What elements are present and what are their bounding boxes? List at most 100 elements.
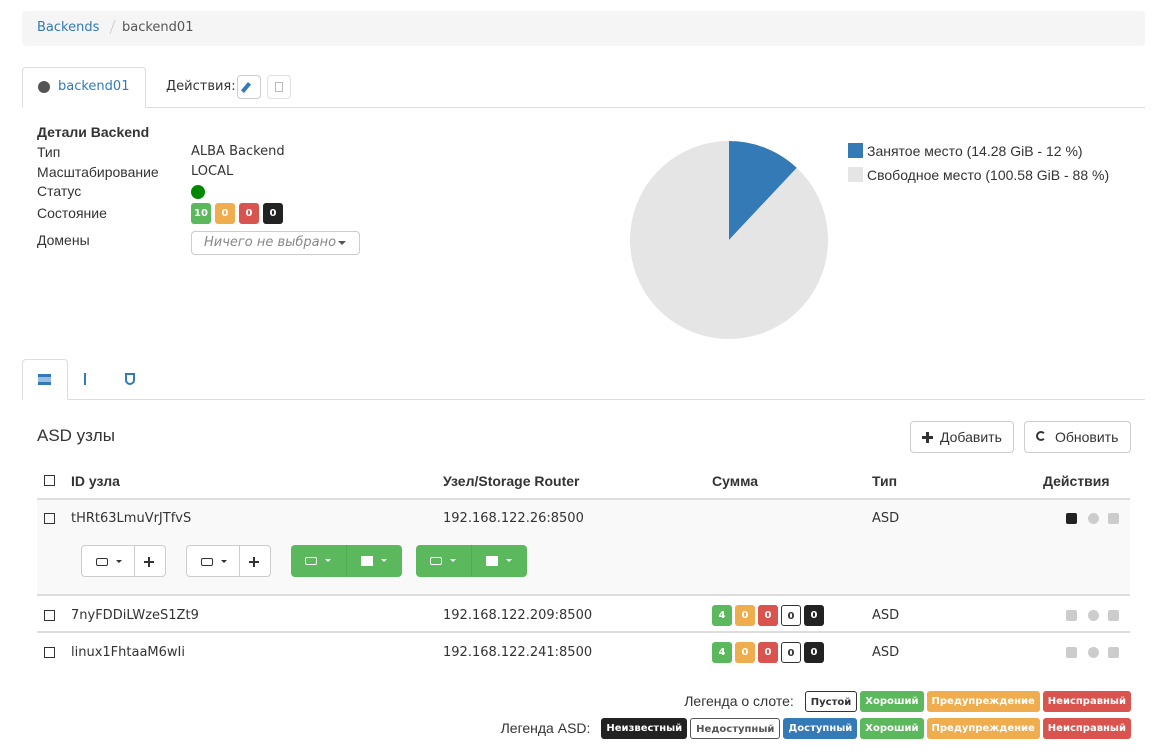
domains-placeholder: Ничего не выбрано bbox=[204, 235, 337, 250]
node-type: ASD bbox=[872, 511, 900, 526]
sum-badge: 0 bbox=[758, 642, 778, 663]
row-action[interactable] bbox=[1108, 647, 1119, 658]
row-action[interactable] bbox=[1066, 513, 1077, 524]
legend-badge: Неисправный bbox=[1042, 690, 1131, 712]
refresh-icon bbox=[1036, 431, 1046, 441]
column-header: ID узла bbox=[71, 473, 120, 489]
node-id: 7nyFDDiLWzeS1Zt9 bbox=[71, 608, 199, 623]
node-type: ASD bbox=[872, 645, 900, 660]
row-action[interactable] bbox=[1066, 647, 1077, 658]
node-type: ASD bbox=[872, 608, 900, 623]
header-line bbox=[37, 498, 1130, 500]
row-action[interactable] bbox=[1088, 647, 1099, 658]
legend-badge: Хороший bbox=[860, 690, 924, 712]
slot-button-group[interactable] bbox=[291, 545, 402, 577]
legend-label: Свободное место (100.58 GiB - 88 %) bbox=[867, 167, 1110, 183]
pie-slice bbox=[729, 141, 797, 240]
node-address: 192.168.122.26:8500 bbox=[443, 511, 584, 526]
divider bbox=[134, 546, 135, 576]
legend-title: Легенда ASD: bbox=[500, 720, 591, 736]
sum-badge: 0 bbox=[804, 642, 824, 663]
divider bbox=[346, 545, 347, 577]
column-header: Тип bbox=[872, 473, 898, 489]
disk-icon bbox=[305, 557, 317, 565]
detail-value: ALBA Backend bbox=[191, 144, 285, 159]
sum-badge: 0 bbox=[781, 642, 801, 663]
actions-label: Действия: bbox=[166, 79, 236, 94]
disk-icon bbox=[201, 558, 213, 566]
button-label: Обновить bbox=[1055, 429, 1119, 445]
table-row bbox=[37, 634, 1130, 670]
caret bbox=[338, 241, 346, 249]
tab-icon[interactable] bbox=[84, 373, 92, 385]
node-address: 192.168.122.241:8500 bbox=[443, 645, 593, 660]
sum-badge: 4 bbox=[712, 642, 732, 663]
detail-label: Домены bbox=[37, 232, 90, 248]
state-badge: 0 bbox=[263, 203, 283, 224]
sum-badge: 0 bbox=[758, 605, 778, 626]
column-header: Действия bbox=[1043, 473, 1110, 489]
divider bbox=[239, 546, 240, 576]
legend-badge: Предупреждение bbox=[926, 717, 1040, 739]
legend-badge: Доступный bbox=[783, 717, 858, 739]
legend-label: Занятое место (14.28 GiB - 12 %) bbox=[867, 143, 1083, 159]
button-label: Добавить bbox=[940, 429, 1002, 445]
detail-label: Статус bbox=[37, 183, 82, 199]
sum-badge: 0 bbox=[735, 605, 755, 626]
state-badge: 0 bbox=[215, 203, 235, 224]
status-dot bbox=[191, 185, 205, 199]
legend-badge: Неизвестный bbox=[601, 717, 688, 739]
expand-toggle[interactable] bbox=[44, 610, 55, 621]
legend-badge: Неисправный bbox=[1042, 717, 1131, 739]
node-id: tHRt63LmuVrJTfvS bbox=[71, 511, 192, 526]
breadcrumb-current: backend01 bbox=[122, 20, 194, 35]
delete-icon bbox=[275, 82, 283, 92]
row-action[interactable] bbox=[1066, 610, 1077, 621]
legend-swatch bbox=[848, 167, 863, 182]
table-row bbox=[37, 597, 1130, 633]
detail-label: Масштабирование bbox=[37, 164, 159, 180]
caret bbox=[116, 560, 122, 566]
tab-label: backend01 bbox=[58, 79, 130, 94]
detail-value: LOCAL bbox=[191, 164, 234, 179]
sum-badge: 4 bbox=[712, 605, 732, 626]
state-badge: 10 bbox=[191, 203, 211, 224]
legend-row: Легенда ASD: Неизвестный Недоступный Доступ… bbox=[501, 717, 1131, 739]
legend-swatch bbox=[848, 143, 863, 158]
slot-button-group[interactable] bbox=[416, 545, 527, 577]
shield-icon[interactable] bbox=[125, 373, 135, 385]
expand-all[interactable] bbox=[44, 475, 55, 486]
disk-icon bbox=[430, 557, 442, 565]
breadcrumb-bar bbox=[22, 11, 1145, 46]
state-badge: 0 bbox=[239, 203, 259, 224]
delete-button[interactable] bbox=[267, 75, 291, 99]
expand-toggle[interactable] bbox=[44, 513, 55, 524]
column-header: Узел/Storage Router bbox=[443, 473, 580, 489]
sum-badge: 0 bbox=[735, 642, 755, 663]
legend-title: Легенда о слоте: bbox=[684, 693, 794, 709]
domains-select[interactable] bbox=[191, 231, 360, 255]
row-action[interactable] bbox=[1088, 610, 1099, 621]
plus-icon bbox=[926, 432, 929, 443]
usage-pie bbox=[630, 141, 828, 339]
legend-badge: Пустой bbox=[804, 690, 858, 712]
slot-button-group[interactable] bbox=[81, 545, 166, 577]
sum-badge: 0 bbox=[781, 605, 801, 626]
tab-line bbox=[22, 107, 1145, 108]
row-action[interactable] bbox=[1108, 513, 1119, 524]
disk-icon bbox=[96, 558, 108, 566]
expand-toggle[interactable] bbox=[44, 647, 55, 658]
node-id: linux1FhtaaM6wIi bbox=[71, 645, 185, 660]
row-action[interactable] bbox=[1108, 610, 1119, 621]
caret bbox=[325, 559, 331, 565]
slot-button-group[interactable] bbox=[186, 545, 271, 577]
legend-row: Легенда о слоте: Пустой Хороший Предупрежде… bbox=[684, 690, 1131, 712]
breadcrumb-link[interactable]: Backends bbox=[37, 20, 100, 35]
legend-badge: Предупреждение bbox=[926, 690, 1040, 712]
caret bbox=[221, 560, 227, 566]
plus-icon bbox=[253, 557, 255, 567]
row-action[interactable] bbox=[1088, 513, 1099, 524]
tab-line bbox=[22, 399, 1145, 400]
server-icon bbox=[38, 374, 51, 385]
